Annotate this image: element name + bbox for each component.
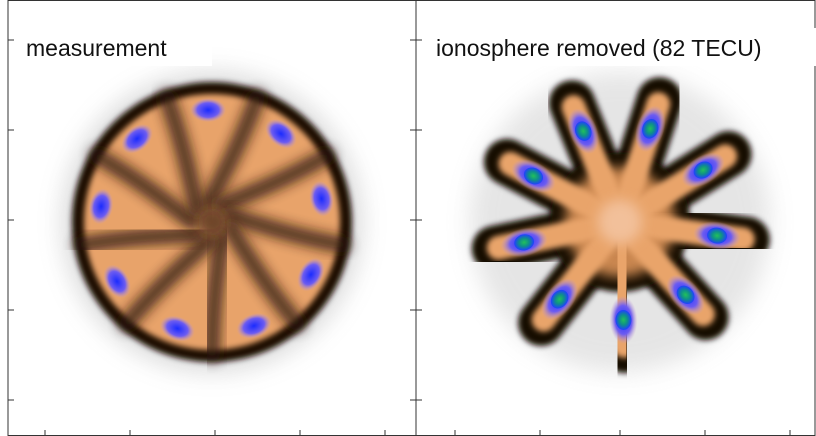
panel-label: measurement <box>26 35 167 61</box>
blob <box>190 98 226 122</box>
center <box>198 208 226 236</box>
center <box>598 200 642 244</box>
panel-ionosphere-removed <box>470 72 770 372</box>
figure: measurement ionosphere removed (82 TECU) <box>0 0 816 436</box>
panel-measurement <box>62 72 362 372</box>
panel-label: ionosphere removed (82 TECU) <box>436 35 762 61</box>
